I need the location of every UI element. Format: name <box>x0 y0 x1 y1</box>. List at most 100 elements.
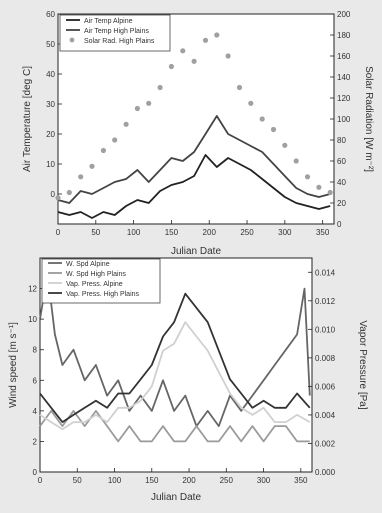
series-line-0 <box>39 272 311 428</box>
series-line-1 <box>39 409 310 443</box>
x-tick-label: 150 <box>145 476 159 485</box>
y-axis-label: Air Temperature [deg C] <box>22 66 33 172</box>
solar-radiation-point <box>214 32 220 38</box>
solar-radiation-point <box>55 195 61 201</box>
solar-radiation-point <box>225 53 231 59</box>
solar-radiation-point <box>202 37 209 43</box>
x-tick-label: 0 <box>38 476 43 485</box>
solar-radiation-point <box>134 105 140 112</box>
panel-air-temperature-solar: 0 50 100 150 200 250 300 350 0 10 20 30 40 50 60 0 20 4… <box>22 10 374 257</box>
x-tick-label: 250 <box>220 476 234 485</box>
y2-tick-label: 20 <box>337 199 346 208</box>
y-tick-label: 30 <box>46 100 55 109</box>
legend-box <box>59 14 171 52</box>
y-tick-label: 20 <box>46 130 55 139</box>
solar-radiation-point <box>123 121 129 127</box>
y2-tick-label: 0.004 <box>315 411 336 420</box>
y2-tick-label: 160 <box>337 52 351 61</box>
y-axis-label: Wind speed [m s⁻¹] <box>8 322 19 408</box>
series-line-3 <box>39 292 311 424</box>
y-axis-ticks: 0 10 20 30 40 50 60 <box>46 10 62 199</box>
y2-tick-label: 0.002 <box>315 439 336 448</box>
y2-tick-label: 80 <box>337 136 346 145</box>
solar-radiation-point <box>282 142 288 148</box>
y-tick-label: 10 <box>28 315 37 324</box>
solar-radiation-point <box>293 158 299 164</box>
y-axis-ticks: 0 2 4 6 8 10 12 <box>28 285 44 477</box>
y-tick-label: 0 <box>51 190 56 199</box>
y-tick-label: 40 <box>46 70 55 79</box>
legend-label: Air Temp Alpine <box>84 18 133 25</box>
solar-radiation-point <box>89 163 95 169</box>
x-tick-label: 300 <box>278 228 292 237</box>
series-line-1 <box>57 115 331 204</box>
x-tick-label: 250 <box>240 228 254 237</box>
solar-radiation-point <box>248 100 254 106</box>
solar-radiation-point <box>316 184 322 190</box>
y-tick-label: 50 <box>46 40 55 49</box>
y2-tick-label: 0.008 <box>315 354 336 363</box>
x-tick-label: 150 <box>165 228 179 237</box>
legend-label: Air Temp High Plains <box>84 28 149 35</box>
x-tick-label: 350 <box>316 228 330 237</box>
x-tick-label: 50 <box>91 228 100 237</box>
y-tick-label: 10 <box>46 160 55 169</box>
x-tick-label: 200 <box>182 476 196 485</box>
x-tick-label: 100 <box>108 476 122 485</box>
x-axis-ticks: 0 50 100 150 200 250 300 350 <box>38 468 308 485</box>
solar-radiation-point <box>191 58 197 64</box>
y2-tick-label: 0.006 <box>315 382 336 391</box>
y2-tick-label: 0.012 <box>315 297 336 306</box>
legend-label: W. Spd Alpine <box>66 261 110 268</box>
y-tick-label: 6 <box>33 376 38 385</box>
x-tick-label: 100 <box>127 228 141 237</box>
solar-radiation-point <box>146 100 152 106</box>
y-tick-label: 4 <box>33 407 38 416</box>
x-tick-label: 50 <box>73 476 82 485</box>
y-tick-label: 60 <box>46 10 55 19</box>
x-tick-label: 0 <box>56 228 61 237</box>
solar-radiation-point <box>78 174 84 180</box>
x-axis-ticks: 0 50 100 150 200 250 300 350 <box>56 220 330 237</box>
solar-radiation-point <box>112 137 118 143</box>
x-tick-label: 350 <box>294 476 308 485</box>
series-line-0 <box>57 154 331 219</box>
legend-box <box>41 258 161 304</box>
y2-axis-label: Vapor Pressure [Pa] <box>357 320 368 410</box>
y2-tick-label: 100 <box>337 115 351 124</box>
x-tick-label: 200 <box>203 228 217 237</box>
solar-radiation-point <box>168 63 174 70</box>
legend: W. Spd Alpine W. Spd High Plains Vap. Pres… <box>41 258 161 304</box>
y2-tick-label: 40 <box>337 178 346 187</box>
legend-label: W. Spd High Plains <box>66 271 126 278</box>
y-tick-label: 8 <box>33 346 38 355</box>
y2-tick-label: 200 <box>337 10 351 19</box>
y-tick-label: 0 <box>33 468 38 477</box>
y2-tick-label: 0.010 <box>315 325 336 334</box>
y2-tick-label: 0.000 <box>315 468 336 477</box>
solar-radiation-point <box>180 48 186 54</box>
y2-tick-label: 0.014 <box>315 268 336 277</box>
solar-radiation-point <box>100 147 106 154</box>
solar-radiation-point <box>270 126 277 133</box>
solar-radiation-point <box>304 174 311 180</box>
legend-label: Vap. Press. Alpine <box>66 281 123 288</box>
solar-radiation-point <box>327 189 333 196</box>
y2-axis-ticks: 0.000 0.002 0.004 0.006 0.008 0.010 0.012 0.014 <box>308 268 336 477</box>
series-layer <box>39 272 311 443</box>
legend-label: Vap. Press. High Plains <box>66 291 140 298</box>
legend: Air Temp Alpine Air Temp High Plains Solar… <box>59 14 171 52</box>
solar-radiation-point <box>66 189 72 196</box>
x-tick-label: 300 <box>257 476 271 485</box>
solar-radiation-point <box>157 84 163 91</box>
series-layer <box>55 32 333 219</box>
y2-axis-label: Solar Radiation [W m⁻²] <box>363 66 374 172</box>
y-tick-label: 2 <box>33 437 38 446</box>
y2-tick-label: 140 <box>337 73 351 82</box>
x-axis-label: Julian Date <box>151 492 201 503</box>
y2-tick-label: 0 <box>337 220 342 229</box>
legend-marker <box>69 37 75 43</box>
legend-label: Solar Rad. High Plains <box>84 38 155 45</box>
